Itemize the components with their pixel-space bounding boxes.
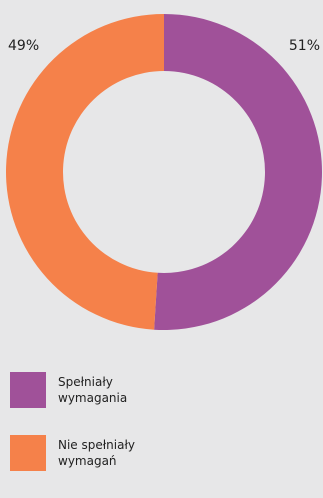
legend-label-met: Spełniały wymagania (58, 375, 128, 405)
labels-group: 51% 49% (8, 38, 320, 54)
slice-value-label-not-met: 49% (8, 38, 39, 54)
slices-group (5, 14, 322, 330)
legend-label-not-met: Nie spełniały wymagań (58, 438, 135, 468)
slice-value-label-met: 51% (289, 38, 320, 54)
legend: Spełniały wymagania Nie spełniały wymaga… (10, 372, 310, 498)
legend-swatch-not-met (10, 435, 46, 471)
donut-slice-not-met (5, 14, 164, 330)
legend-item-met: Spełniały wymagania (10, 372, 310, 408)
legend-item-not-met: Nie spełniały wymagań (10, 435, 310, 471)
legend-swatch-met (10, 372, 46, 408)
donut-slice-met (154, 14, 322, 330)
donut-chart: 51% 49% (5, 14, 322, 330)
